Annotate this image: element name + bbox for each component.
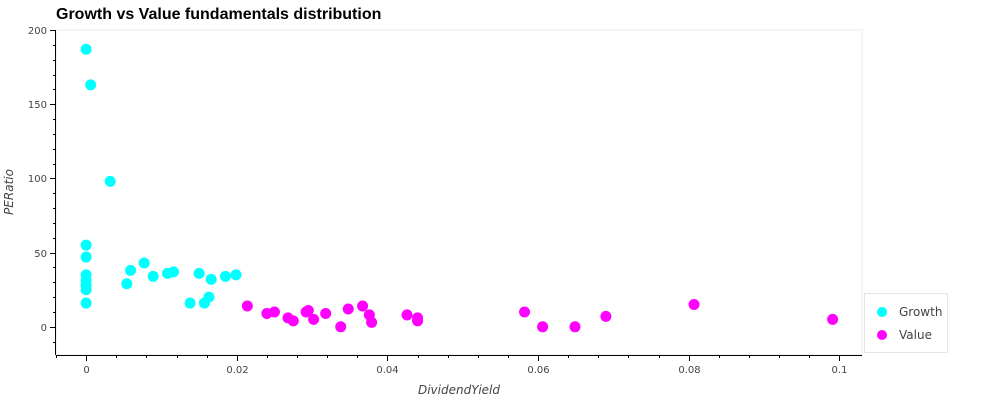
- scatter-point-growth[interactable]: [80, 43, 92, 55]
- x-tick-label: 0.02: [226, 365, 248, 376]
- legend: Growth Value: [864, 293, 948, 353]
- scatter-point-value[interactable]: [827, 313, 839, 325]
- scatter-point-growth[interactable]: [193, 267, 205, 279]
- scatter-point-growth[interactable]: [203, 291, 215, 303]
- scatter-point-value[interactable]: [320, 307, 332, 319]
- scatter-point-value[interactable]: [357, 300, 369, 312]
- x-tick-label: 0.04: [376, 365, 398, 376]
- y-tick-label: 0: [41, 323, 47, 334]
- chart-title: Growth vs Value fundamentals distributio…: [56, 6, 382, 23]
- y-tick-label: 50: [34, 249, 47, 260]
- scatter-point-value[interactable]: [287, 315, 299, 327]
- scatter-point-growth[interactable]: [80, 239, 92, 251]
- scatter-point-value[interactable]: [600, 310, 612, 322]
- scatter-point-value[interactable]: [241, 300, 253, 312]
- scatter-point-value[interactable]: [569, 321, 581, 333]
- scatter-point-value[interactable]: [366, 316, 378, 328]
- scatter-point-growth[interactable]: [205, 273, 217, 285]
- legend-item-growth[interactable]: Growth: [877, 302, 942, 322]
- x-axis-label: DividendYield: [418, 383, 500, 397]
- scatter-point-value[interactable]: [342, 303, 354, 315]
- scatter-point-growth[interactable]: [80, 284, 92, 296]
- y-axis-ticks: 0 50 100 150 200: [28, 26, 56, 343]
- x-tick-label: 0.08: [678, 365, 700, 376]
- scatter-point-value[interactable]: [688, 299, 700, 311]
- y-axis-label: PERatio: [2, 169, 16, 215]
- scatter-point-value[interactable]: [519, 306, 531, 318]
- scatter-point-value[interactable]: [268, 306, 280, 318]
- scatter-point-value[interactable]: [537, 321, 549, 333]
- legend-item-value[interactable]: Value: [877, 325, 932, 345]
- legend-swatch-value: [877, 330, 887, 340]
- scatter-point-value[interactable]: [308, 313, 320, 325]
- scatter-point-growth[interactable]: [125, 264, 137, 276]
- scatter-point-growth[interactable]: [219, 270, 231, 282]
- y-tick-label: 150: [28, 100, 47, 111]
- scatter-point-growth[interactable]: [184, 297, 196, 309]
- scatter-point-value[interactable]: [302, 304, 314, 316]
- scatter-point-value[interactable]: [401, 309, 413, 321]
- plot-frame: [55, 29, 863, 356]
- scatter-point-growth[interactable]: [104, 175, 116, 187]
- y-tick-label: 100: [28, 174, 47, 185]
- scatter-point-growth[interactable]: [230, 269, 242, 281]
- scatter-point-growth[interactable]: [80, 251, 92, 263]
- scatter-point-growth[interactable]: [121, 278, 133, 290]
- scatter-point-value[interactable]: [412, 315, 424, 327]
- scatter-point-growth[interactable]: [168, 266, 180, 278]
- x-tick-label: 0.06: [527, 365, 549, 376]
- x-tick-label: 0: [83, 365, 89, 376]
- data-points: [80, 43, 839, 333]
- scatter-point-growth[interactable]: [138, 257, 150, 269]
- x-axis-ticks: 0 0.02 0.04 0.06 0.08 0.1: [56, 355, 848, 376]
- legend-label-growth: Growth: [899, 305, 943, 319]
- scatter-point-growth[interactable]: [85, 79, 97, 91]
- scatter-point-value[interactable]: [335, 321, 347, 333]
- x-tick-label: 0.1: [832, 365, 848, 376]
- scatter-point-growth[interactable]: [80, 297, 92, 309]
- legend-swatch-growth: [877, 307, 887, 317]
- legend-label-value: Value: [899, 328, 932, 342]
- y-tick-label: 200: [28, 26, 47, 37]
- scatter-point-growth[interactable]: [147, 270, 159, 282]
